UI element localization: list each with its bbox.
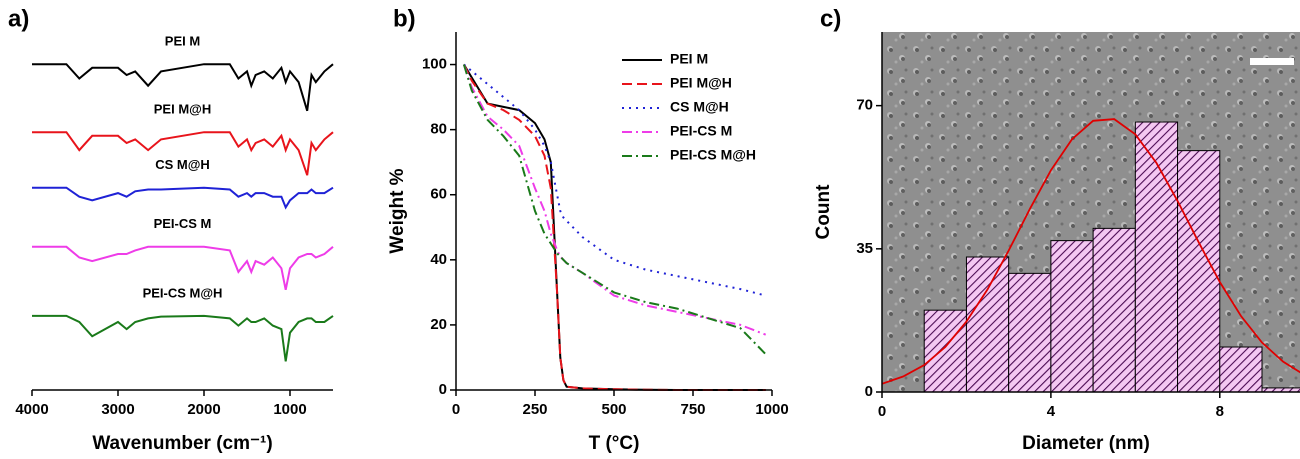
series-line [32, 131, 334, 176]
fit-curve [882, 118, 1300, 385]
histogram-bar [1008, 272, 1052, 393]
x-tick-label: 8 [1216, 403, 1224, 420]
series-label: PEI M@H [154, 102, 211, 117]
panel-label: b) [393, 5, 416, 32]
panel-label: c) [820, 5, 841, 32]
legend-label: PEI-CS M@H [670, 147, 756, 163]
series-label: PEI-CS M [154, 216, 212, 231]
y-tick-label: 20 [430, 316, 447, 333]
histogram-bar [1092, 227, 1136, 393]
y-tick-label: 0 [439, 381, 447, 398]
histogram-bar [1134, 121, 1179, 393]
histogram-bar [1219, 346, 1263, 393]
x-axis-title: T (°C) [589, 433, 640, 454]
x-tick-label: 3000 [101, 401, 134, 418]
series-line [463, 63, 766, 297]
histogram-bar [965, 256, 1010, 393]
x-tick-label: 2000 [187, 401, 220, 418]
x-axis-title: Wavenumber (cm⁻¹) [92, 433, 272, 454]
y-tick-label: 80 [430, 121, 447, 138]
series-line [32, 245, 334, 290]
x-axis-title: Diameter (nm) [1022, 433, 1150, 454]
y-tick-label: 60 [430, 186, 447, 203]
y-tick-label: 100 [422, 56, 447, 73]
y-tick-label: 40 [430, 251, 447, 268]
x-tick-label: 0 [452, 401, 460, 418]
plot-area [882, 118, 1300, 393]
y-axis-title: Weight % [387, 168, 408, 253]
histogram-bar [1050, 240, 1094, 393]
x-tick-label: 750 [680, 401, 705, 418]
series-line [462, 64, 767, 355]
histogram-bar [923, 309, 967, 393]
series-label: PEI M [165, 34, 200, 49]
series-line [32, 63, 334, 112]
y-tick-label: 70 [856, 97, 873, 114]
x-tick-label: 4000 [15, 401, 48, 418]
y-tick-label: 35 [856, 240, 873, 257]
legend-label: PEI M [670, 51, 708, 67]
legend-label: PEI M@H [670, 75, 732, 91]
histogram-bar [1177, 150, 1221, 393]
series-label: PEI-CS M@H [143, 285, 223, 300]
legend-label: CS M@H [670, 99, 729, 115]
y-tick-label: 0 [865, 383, 873, 400]
x-tick-label: 500 [601, 401, 626, 418]
x-tick-label: 4 [1047, 403, 1056, 420]
scale-bar [1250, 58, 1294, 65]
x-tick-label: 1000 [273, 401, 306, 418]
legend-label: PEI-CS M [670, 123, 732, 139]
series-line [32, 314, 334, 362]
panel-label: a) [8, 5, 29, 32]
x-tick-label: 250 [522, 401, 547, 418]
series-line [32, 186, 334, 210]
series-label: CS M@H [155, 157, 210, 172]
y-axis-title: Count [813, 184, 834, 240]
x-tick-label: 0 [878, 403, 886, 420]
x-tick-label: 1000 [755, 401, 788, 418]
